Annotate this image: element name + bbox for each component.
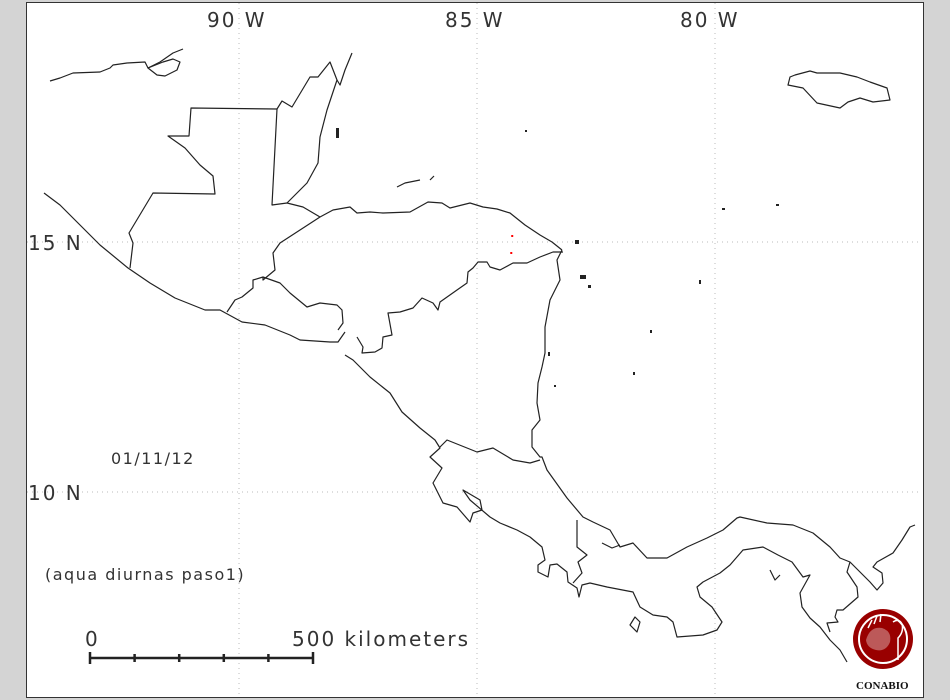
- coastlines: [43, 48, 916, 663]
- island: [699, 280, 701, 284]
- longitude-label-85w: 85 W: [445, 8, 505, 32]
- hotspot-point: [511, 235, 514, 237]
- island: [548, 352, 550, 356]
- conabio-logo: [853, 609, 913, 669]
- border-mexico-guatemala: [128, 107, 288, 269]
- island: [580, 275, 586, 279]
- border-guatemala-honduras: [262, 216, 321, 281]
- island: [650, 330, 652, 333]
- jamaica: [787, 70, 891, 109]
- conabio-logo-text: CONABIO: [856, 680, 909, 692]
- island: [336, 128, 339, 138]
- pacific-coast-north: [43, 192, 346, 343]
- coiba-island: [629, 616, 641, 633]
- latitude-label-10n: 10 N: [28, 481, 83, 505]
- island: [525, 130, 527, 132]
- pacific-coast-south: [344, 354, 848, 663]
- belize-coast: [276, 61, 563, 251]
- island: [429, 175, 435, 181]
- scale-start-label: 0: [85, 627, 100, 651]
- island: [601, 542, 621, 549]
- map-frame: [26, 2, 924, 698]
- border-honduras-nicaragua: [356, 251, 563, 354]
- bay-islands: [396, 179, 421, 188]
- longitude-label-80w: 80 W: [680, 8, 740, 32]
- island: [776, 204, 779, 206]
- island: [554, 385, 556, 387]
- border-costa-rica-panama: [572, 520, 588, 584]
- island: [588, 285, 591, 288]
- hotspots: [510, 235, 514, 254]
- small-islands: [336, 128, 779, 387]
- island: [769, 569, 781, 581]
- scale-end-label: 500 kilometers: [292, 627, 471, 651]
- hotspot-point: [510, 252, 513, 254]
- longitude-label-90w: 90 W: [207, 8, 267, 32]
- island: [575, 240, 579, 244]
- isla-juventud: [147, 58, 181, 77]
- border-el-salvador: [226, 276, 344, 331]
- cuba-coast: [49, 48, 184, 82]
- island: [722, 208, 725, 210]
- border-nicaragua-costa-rica: [439, 439, 541, 464]
- caribbean-coast-south: [531, 249, 916, 591]
- latitude-label-15n: 15 N: [28, 231, 83, 255]
- yucatan-coast: [336, 52, 353, 86]
- date-label: 01/11/12: [111, 449, 195, 468]
- graticule: [27, 3, 922, 696]
- border-panama-colombia: [826, 561, 859, 633]
- scale-bar: [88, 652, 315, 664]
- island: [633, 372, 635, 375]
- caption-label: (aqua diurnas paso1): [45, 565, 246, 584]
